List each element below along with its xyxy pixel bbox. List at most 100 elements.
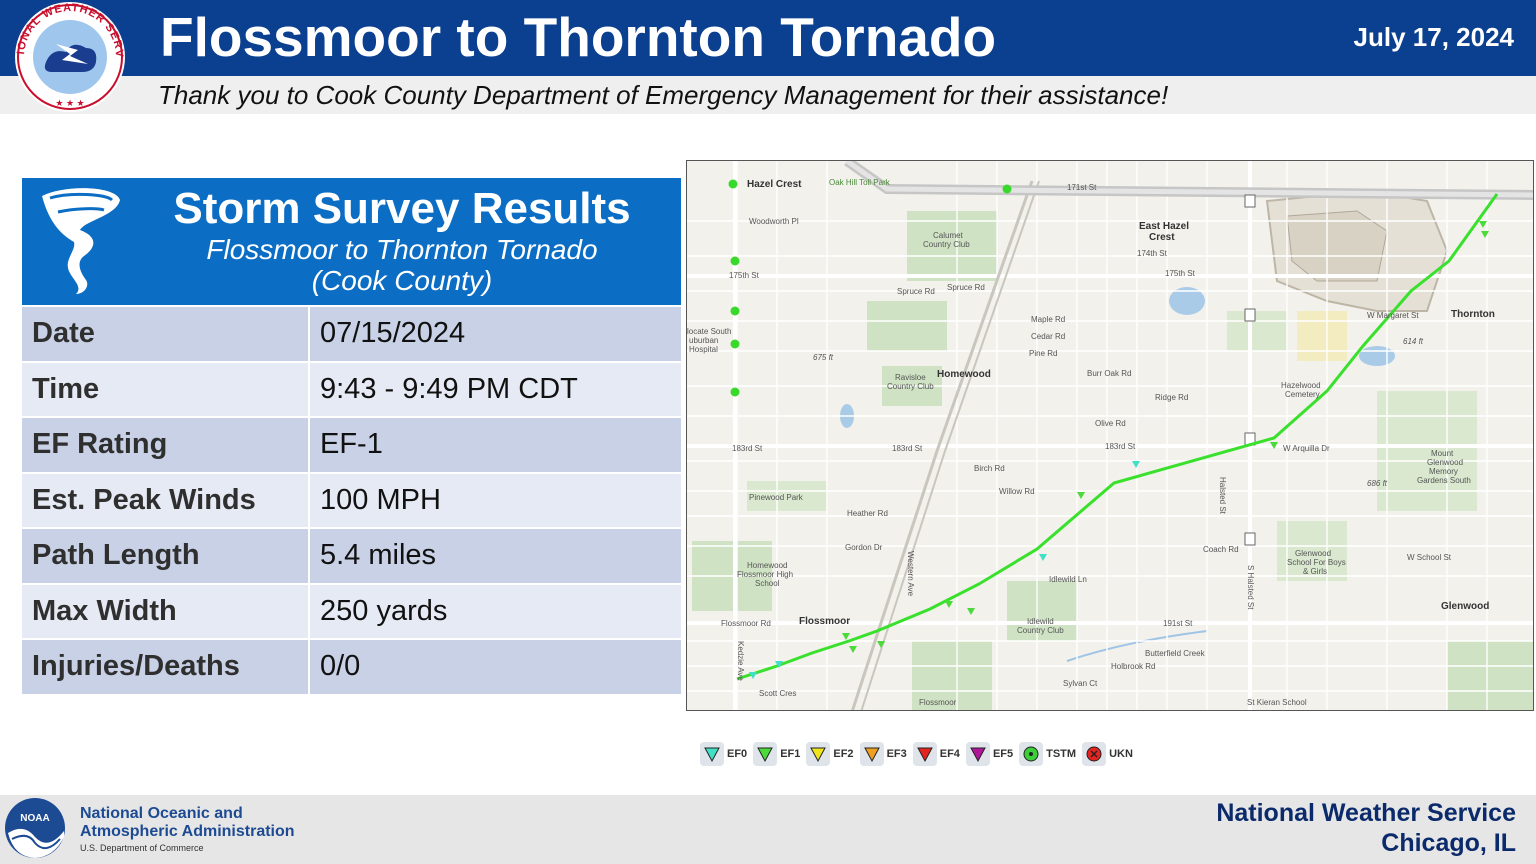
tstm-reports: [728, 179, 1012, 397]
flossmoor-cc-park: [912, 641, 992, 710]
road-label: Butterfield Creek: [1145, 649, 1205, 658]
row-value: 07/15/2024: [310, 307, 681, 363]
table-row: Date 07/15/2024: [22, 307, 681, 363]
legend-label: EF1: [780, 748, 801, 760]
landmark-label: Oak Hill Toll Park: [829, 178, 890, 187]
row-label: Path Length: [22, 529, 310, 585]
yellow-area: [1297, 311, 1347, 361]
table-row: Path Length 5.4 miles: [22, 529, 681, 585]
row-value: 0/0: [310, 640, 681, 696]
table-row: Est. Peak Winds 100 MPH: [22, 473, 681, 529]
triangle-icon: [700, 742, 724, 766]
ef0-markers: [749, 461, 1140, 679]
map-legend: EF0 EF1 EF2 EF3 EF4 EF5 TSTM UKN: [700, 740, 1133, 768]
road-label: Spruce Rd: [897, 287, 935, 296]
row-label: Est. Peak Winds: [22, 473, 310, 529]
legend-label: TSTM: [1046, 748, 1077, 760]
survey-header: Storm Survey Results Flossmoor to Thornt…: [22, 178, 681, 305]
row-value: 9:43 - 9:49 PM CDT: [310, 362, 681, 418]
legend-item-ef2: EF2: [806, 742, 854, 766]
landmark-label: Country Club: [923, 240, 970, 249]
pond: [1359, 346, 1395, 366]
landmark-label: Homewood: [747, 561, 788, 570]
legend-label: EF0: [727, 748, 748, 760]
road-label: Coach Rd: [1203, 545, 1239, 554]
noaa-logo: NOAA: [5, 798, 65, 858]
table-row: Max Width 250 yards: [22, 584, 681, 640]
place-label: Thornton: [1451, 309, 1495, 320]
landmark-label: Ravisloe: [895, 373, 926, 382]
legend-item-ef5: EF5: [965, 742, 1014, 766]
road-label: Holbrook Rd: [1111, 662, 1156, 671]
acknowledgement-text: Thank you to Cook County Department of E…: [158, 80, 1169, 110]
table-row: Injuries/Deaths 0/0: [22, 640, 681, 696]
landmark-label: Hospital: [689, 345, 718, 354]
survey-title: Storm Survey Results: [173, 184, 631, 233]
noaa-logo-text: NOAA: [20, 813, 49, 824]
row-value: 100 MPH: [310, 473, 681, 529]
road-label: Idlewild Ln: [1049, 575, 1087, 584]
row-label: Max Width: [22, 584, 310, 640]
legend-label: EF5: [992, 748, 1014, 760]
legend-item-ef3: EF3: [859, 742, 907, 766]
triangle-icon: [912, 742, 937, 766]
landmark-label: Cemetery: [1285, 390, 1320, 399]
calumet-park: [907, 211, 997, 281]
road-label: Halsted St: [1218, 477, 1227, 514]
circle-dot-icon: [1019, 742, 1044, 766]
office-name: National Weather Service: [1216, 799, 1516, 827]
landmark-label: St Kieran School: [1247, 698, 1307, 707]
damage-track-map[interactable]: Hazel Crest East Hazel Crest Homewood Fl…: [686, 160, 1534, 711]
place-label: Flossmoor: [799, 616, 851, 627]
major-roads: [687, 161, 1533, 710]
road-label: Burr Oak Rd: [1087, 369, 1132, 378]
landmark-label: Pinewood Park: [749, 493, 803, 502]
legend-item-ef1: EF1: [753, 742, 800, 766]
road-label: 191st St: [1163, 619, 1193, 628]
landmark-label: & Girls: [1303, 567, 1327, 576]
tornado-damage-track: [736, 193, 1499, 681]
butterfield-creek: [1066, 630, 1208, 662]
row-label: EF Rating: [22, 418, 310, 474]
elevation-label: 686 ft: [1367, 479, 1388, 488]
legend-item-ef4: EF4: [912, 742, 960, 766]
map-canvas: [687, 161, 1533, 710]
road-label: Woodworth Pl: [749, 217, 799, 226]
legend-item-tstm: TSTM: [1019, 742, 1076, 766]
table-row: EF Rating EF-1: [22, 418, 681, 474]
road-label: Ridge Rd: [1155, 393, 1189, 402]
road-label: 183rd St: [892, 444, 923, 453]
place-label: Hazel Crest: [747, 179, 802, 190]
glenwood-school-area: [1277, 521, 1347, 581]
noaa-name-line1: National Oceanic and: [80, 805, 243, 822]
place-label: Glenwood: [1441, 601, 1490, 612]
landmark-label: Glenwood: [1295, 549, 1332, 558]
footer: NOAA National Oceanic and Atmospheric Ad…: [0, 795, 1536, 864]
table-row: Time 9:43 - 9:49 PM CDT: [22, 362, 681, 418]
landmark-label: School For Boys: [1287, 558, 1346, 567]
legend-item-ef0: EF0: [700, 742, 747, 766]
road-label: 183rd St: [732, 444, 763, 453]
road-label: 175th St: [729, 271, 759, 280]
noaa-department: U.S. Department of Commerce: [80, 843, 204, 853]
route-shield: [1244, 308, 1256, 322]
landmark-label: uburban: [689, 336, 719, 345]
office-location: Chicago, IL: [1381, 829, 1516, 857]
landmark-label: Calumet: [933, 231, 963, 240]
elevation-label: 614 ft: [1403, 337, 1424, 346]
road-label: 171st St: [1067, 183, 1097, 192]
triangle-icon: [806, 742, 831, 766]
road-label: 183rd St: [1105, 442, 1136, 451]
header-bar: [0, 0, 1536, 76]
landmark-label: Hazelwood: [1281, 381, 1321, 390]
road-label: Flossmoor Rd: [721, 619, 771, 628]
place-label: Homewood: [937, 369, 991, 380]
green-area: [867, 301, 947, 351]
road-label: S Halsted St: [1246, 565, 1255, 610]
row-value: 250 yards: [310, 584, 681, 640]
road-label: W Arquilla Dr: [1283, 444, 1330, 453]
road-label: Sylvan Ct: [1063, 679, 1098, 688]
hazelwood-area: [1227, 311, 1287, 351]
landmark-label: Flossmoor: [919, 698, 957, 707]
